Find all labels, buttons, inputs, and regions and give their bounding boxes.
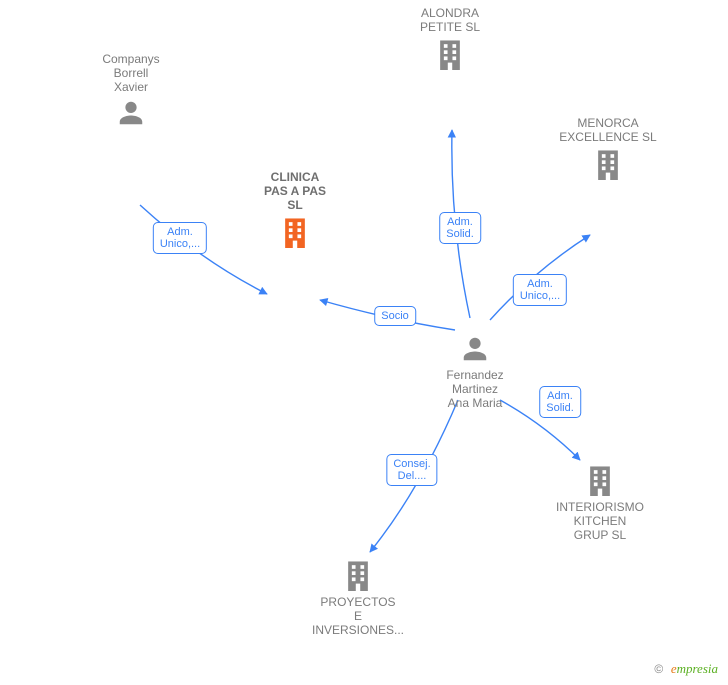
watermark: © empresia [654,661,718,677]
edge-fernandez-alondra [452,130,470,318]
edge-label-companys-clinica: Adm.Unico,... [153,222,207,254]
building-icon [435,38,465,70]
node-clinica[interactable]: CLINICAPAS A PASSL [235,170,355,252]
building-icon [343,559,373,591]
building-icon [593,148,623,180]
node-label: INTERIORISMOKITCHENGRUP SL [540,500,660,542]
person-icon [116,98,146,128]
node-alondra[interactable]: ALONDRAPETITE SL [390,6,510,74]
copyright-symbol: © [654,662,663,676]
edge-fernandez-menorca [490,235,590,320]
person-icon [460,334,490,364]
node-menorca[interactable]: MENORCAEXCELLENCE SL [548,116,668,184]
node-interiorismo[interactable]: INTERIORISMOKITCHENGRUP SL [540,460,660,542]
brand-logo: empresia [671,661,718,676]
node-fernandez[interactable]: FernandezMartinezAna Maria [415,330,535,410]
edge-fernandez-clinica [320,300,455,330]
building-icon [585,464,615,496]
edge-label-fernandez-alondra: Adm.Solid. [439,212,481,244]
network-diagram: CompanysBorrellXavier CLINICAPAS A PASSL… [0,0,728,685]
building-icon [280,216,310,248]
node-companys[interactable]: CompanysBorrellXavier [71,52,191,132]
node-proyectos[interactable]: PROYECTOSEINVERSIONES... [298,555,418,637]
node-label: ALONDRAPETITE SL [390,6,510,34]
node-label: CompanysBorrellXavier [71,52,191,94]
node-label: FernandezMartinezAna Maria [415,368,535,410]
node-label: MENORCAEXCELLENCE SL [548,116,668,144]
node-label: CLINICAPAS A PASSL [235,170,355,212]
edge-label-fernandez-menorca: Adm.Unico,... [513,274,567,306]
node-label: PROYECTOSEINVERSIONES... [298,595,418,637]
edge-label-fernandez-proyectos: Consej.Del.... [386,454,437,486]
edge-fernandez-proyectos [370,400,458,552]
edge-label-fernandez-clinica: Socio [374,306,416,326]
edge-label-fernandez-interiorismo: Adm.Solid. [539,386,581,418]
